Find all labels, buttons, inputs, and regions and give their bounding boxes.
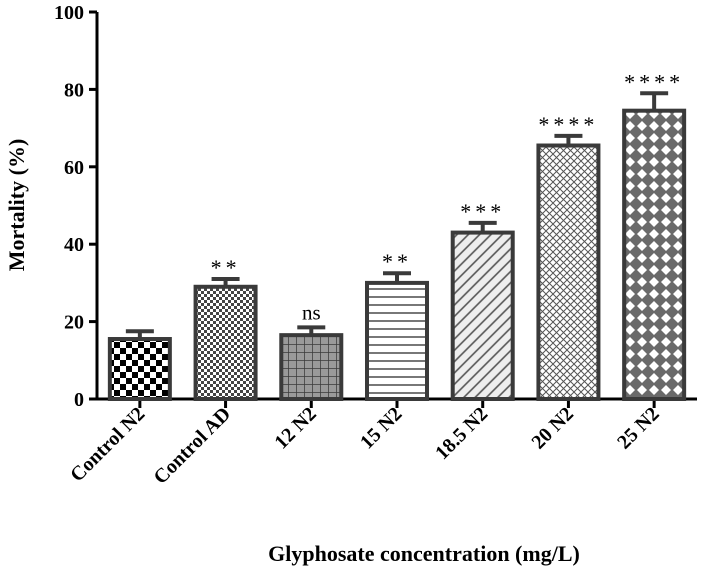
y-tick-label-4: 80	[64, 79, 84, 101]
x-tick-label-2: 12 N2	[270, 403, 321, 454]
x-tick-label-1: Control AD	[149, 403, 235, 489]
significance-label-3: **	[382, 249, 412, 274]
bar-5	[536, 143, 601, 401]
bar-3	[365, 280, 429, 401]
bar-1	[193, 284, 258, 401]
bar-0	[107, 337, 172, 402]
bars: **ns*************	[107, 69, 687, 402]
bar-2	[279, 333, 344, 401]
x-tick-label-6: 25 N2	[613, 403, 664, 454]
x-tick-label-0: Control N2	[66, 403, 149, 486]
y-tick-label-1: 20	[64, 312, 84, 334]
x-tick-label-5: 20 N2	[527, 403, 578, 454]
y-tick-label-2: 40	[64, 234, 84, 256]
significance-label-1: **	[211, 255, 241, 280]
x-axis-label: Glyphosate concentration (mg/L)	[268, 541, 580, 566]
y-axis-label: Mortality (%)	[4, 139, 29, 272]
bar-4	[450, 230, 515, 401]
significance-label-2: ns	[302, 300, 321, 324]
y-tick-label-0: 0	[74, 389, 84, 411]
x-axis: Control N2 Control AD 12 N2 15 N2 18.5 N2 20 …	[66, 397, 697, 489]
x-tick-label-4: 18.5 N2	[431, 403, 492, 464]
y-tick-label-5: 100	[54, 2, 84, 24]
y-tick-label-3: 60	[64, 157, 84, 179]
x-tick-label-3: 15 N2	[356, 403, 407, 454]
significance-label-4: ***	[460, 199, 505, 224]
bar-6	[622, 108, 687, 401]
y-axis: 0 20 40 60 80 100	[54, 2, 99, 411]
significance-label-5: ****	[538, 112, 598, 137]
significance-label-6: ****	[624, 69, 684, 94]
